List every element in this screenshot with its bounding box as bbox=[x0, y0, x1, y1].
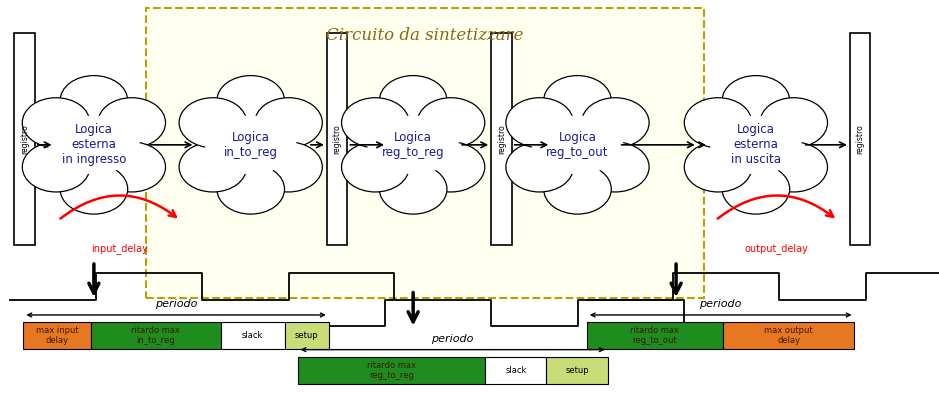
Text: periodo: periodo bbox=[700, 299, 742, 309]
Ellipse shape bbox=[722, 164, 790, 214]
FancyBboxPatch shape bbox=[485, 357, 546, 384]
Text: Logica
esterna
in uscita: Logica esterna in uscita bbox=[731, 123, 781, 166]
Text: registro: registro bbox=[497, 124, 506, 153]
Ellipse shape bbox=[710, 115, 802, 174]
Ellipse shape bbox=[379, 164, 447, 214]
Ellipse shape bbox=[703, 111, 808, 179]
Text: periodo: periodo bbox=[431, 333, 474, 344]
FancyBboxPatch shape bbox=[23, 322, 91, 349]
Text: ritardo max
in_to_reg: ritardo max in_to_reg bbox=[131, 326, 180, 345]
Ellipse shape bbox=[417, 142, 485, 192]
FancyBboxPatch shape bbox=[14, 33, 35, 245]
Text: ritardo max
reg_to_reg: ritardo max reg_to_reg bbox=[367, 361, 416, 380]
FancyBboxPatch shape bbox=[587, 322, 723, 349]
Ellipse shape bbox=[179, 142, 247, 192]
Ellipse shape bbox=[60, 75, 128, 126]
Ellipse shape bbox=[98, 142, 165, 192]
Ellipse shape bbox=[685, 142, 752, 192]
FancyBboxPatch shape bbox=[327, 33, 347, 245]
Ellipse shape bbox=[217, 164, 285, 214]
FancyBboxPatch shape bbox=[298, 357, 485, 384]
Ellipse shape bbox=[217, 75, 285, 126]
Text: registro: registro bbox=[20, 124, 29, 153]
Ellipse shape bbox=[254, 142, 322, 192]
FancyBboxPatch shape bbox=[285, 322, 329, 349]
Text: setup: setup bbox=[295, 331, 318, 340]
FancyBboxPatch shape bbox=[221, 322, 285, 349]
FancyBboxPatch shape bbox=[850, 33, 870, 245]
Ellipse shape bbox=[544, 164, 611, 214]
Text: Logica
reg_to_out: Logica reg_to_out bbox=[546, 131, 608, 159]
Text: periodo: periodo bbox=[155, 299, 197, 309]
Ellipse shape bbox=[41, 111, 146, 179]
Text: output_delay: output_delay bbox=[745, 243, 808, 254]
Ellipse shape bbox=[254, 98, 322, 148]
Text: slack: slack bbox=[242, 331, 263, 340]
Ellipse shape bbox=[342, 142, 409, 192]
Text: max input
delay: max input delay bbox=[36, 326, 79, 345]
Text: ritardo max
reg_to_out: ritardo max reg_to_out bbox=[630, 326, 680, 345]
Ellipse shape bbox=[760, 98, 827, 148]
Ellipse shape bbox=[417, 98, 485, 148]
Ellipse shape bbox=[379, 75, 447, 126]
Text: slack: slack bbox=[505, 366, 527, 375]
Ellipse shape bbox=[361, 111, 466, 179]
Ellipse shape bbox=[205, 115, 297, 174]
Text: Circuito da sintetizzare: Circuito da sintetizzare bbox=[326, 27, 524, 44]
Ellipse shape bbox=[179, 98, 247, 148]
Text: registro: registro bbox=[855, 124, 865, 153]
FancyBboxPatch shape bbox=[146, 8, 704, 298]
Text: setup: setup bbox=[565, 366, 589, 375]
Ellipse shape bbox=[48, 115, 140, 174]
Ellipse shape bbox=[685, 98, 752, 148]
Ellipse shape bbox=[342, 98, 409, 148]
Ellipse shape bbox=[722, 75, 790, 126]
Ellipse shape bbox=[198, 111, 303, 179]
Text: max output
delay: max output delay bbox=[764, 326, 813, 345]
Ellipse shape bbox=[760, 142, 827, 192]
Ellipse shape bbox=[581, 98, 649, 148]
Ellipse shape bbox=[23, 142, 90, 192]
Text: Logica
reg_to_reg: Logica reg_to_reg bbox=[382, 131, 444, 159]
FancyBboxPatch shape bbox=[491, 33, 512, 245]
Ellipse shape bbox=[506, 142, 574, 192]
Ellipse shape bbox=[544, 75, 611, 126]
Ellipse shape bbox=[531, 115, 623, 174]
Ellipse shape bbox=[98, 98, 165, 148]
Ellipse shape bbox=[525, 111, 630, 179]
Text: Logica
in_to_reg: Logica in_to_reg bbox=[223, 131, 278, 159]
FancyBboxPatch shape bbox=[546, 357, 608, 384]
FancyBboxPatch shape bbox=[91, 322, 221, 349]
FancyBboxPatch shape bbox=[723, 322, 854, 349]
Ellipse shape bbox=[23, 98, 90, 148]
Ellipse shape bbox=[581, 142, 649, 192]
Text: Logica
esterna
in ingresso: Logica esterna in ingresso bbox=[62, 123, 126, 166]
Text: input_delay: input_delay bbox=[91, 243, 147, 254]
Ellipse shape bbox=[60, 164, 128, 214]
Ellipse shape bbox=[506, 98, 574, 148]
Ellipse shape bbox=[367, 115, 459, 174]
Text: registro: registro bbox=[332, 124, 342, 153]
